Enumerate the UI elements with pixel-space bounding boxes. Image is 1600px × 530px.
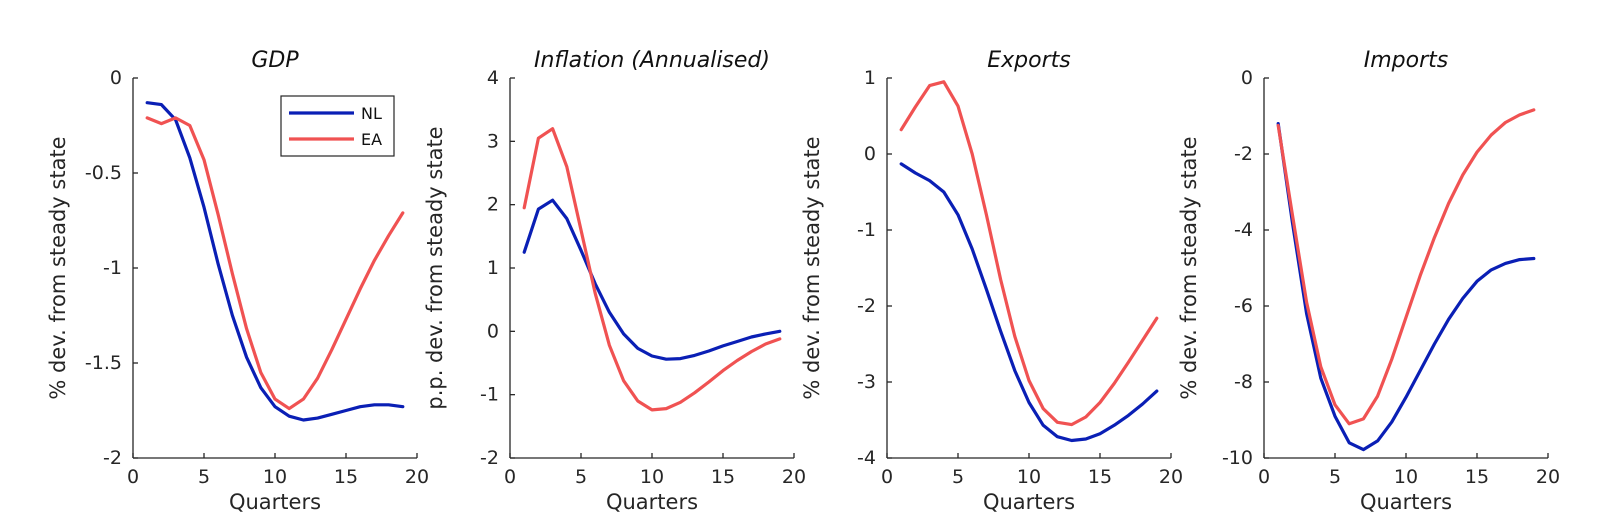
x-tick-label: 10	[640, 466, 664, 488]
y-tick-label: 2	[487, 194, 499, 216]
y-tick-label: -3	[857, 371, 876, 393]
y-axis-title: p.p. dev. from steady state	[423, 126, 447, 409]
panel-title: Inflation (Annualised)	[534, 48, 770, 73]
series-line-ea	[522, 127, 782, 412]
x-tick-label: 15	[711, 466, 735, 488]
y-tick-label: -4	[857, 447, 876, 469]
legend-box	[280, 95, 395, 157]
series-line-ea	[145, 116, 405, 411]
x-tick-label: 10	[1394, 466, 1418, 488]
y-tick-label: -1.5	[85, 352, 122, 374]
legend: NL EA	[280, 95, 395, 157]
panel-title: Exports	[987, 48, 1070, 73]
x-axis-title: Quarters	[983, 490, 1075, 514]
y-tick-label: 0	[487, 320, 499, 342]
y-axis-title: % dev. from steady state	[46, 136, 70, 399]
y-tick-label: 0	[1241, 67, 1253, 89]
x-tick-label: 20	[782, 466, 806, 488]
x-tick-label: 5	[952, 466, 964, 488]
series-line-ea	[899, 80, 1159, 427]
y-tick-label: -0.5	[85, 162, 122, 184]
x-tick-label: 10	[263, 466, 287, 488]
panel-exports: 0 5 10 15 20 -4 -3 -2 -1 0 1 Exports Quarters % dev. …	[800, 48, 1183, 514]
series-line-nl	[899, 162, 1159, 443]
x-tick-label: 15	[1088, 466, 1112, 488]
x-tick-label: 20	[405, 466, 429, 488]
y-tick-label: -8	[1234, 371, 1253, 393]
x-axis-title: Quarters	[229, 490, 321, 514]
y-axis-title: % dev. from steady state	[1177, 136, 1201, 399]
series-line-nl	[1276, 121, 1536, 452]
y-tick-label: -6	[1234, 295, 1253, 317]
y-tick-label: -10	[1222, 447, 1253, 469]
y-tick-label: 0	[110, 67, 122, 89]
panel-imports: 0 5 10 15 20 -10 -8 -6 -4 -2 0 Imports Quarters % dev…	[1177, 48, 1560, 514]
y-tick-label: -4	[1234, 219, 1253, 241]
x-tick-label: 5	[575, 466, 587, 488]
x-tick-label: 20	[1536, 466, 1560, 488]
legend-label-ea: EA	[361, 130, 382, 149]
x-axis-title: Quarters	[1360, 490, 1452, 514]
y-tick-label: -2	[857, 295, 876, 317]
x-tick-label: 5	[198, 466, 210, 488]
y-tick-label: 1	[864, 67, 876, 89]
series-line-nl	[522, 198, 782, 361]
y-tick-label: -1	[480, 384, 499, 406]
y-tick-label: -2	[1234, 143, 1253, 165]
panel-title: Imports	[1364, 48, 1448, 73]
x-axis-title: Quarters	[606, 490, 698, 514]
x-tick-label: 15	[1465, 466, 1489, 488]
x-tick-label: 0	[127, 466, 139, 488]
y-tick-label: 1	[487, 257, 499, 279]
series-line-nl	[145, 101, 405, 422]
y-tick-label: -1	[857, 219, 876, 241]
y-tick-label: 4	[487, 67, 499, 89]
y-tick-label: -2	[480, 447, 499, 469]
x-tick-label: 15	[334, 466, 358, 488]
y-tick-label: -1	[103, 257, 122, 279]
legend-label-nl: NL	[361, 104, 382, 123]
panel-inflation-annualised: 0 5 10 15 20 -2 -1 0 1 2 3 4 Inflation (Annualised) Q…	[423, 48, 806, 514]
x-tick-label: 10	[1017, 466, 1041, 488]
y-tick-label: 3	[487, 130, 499, 152]
series-line-ea	[1276, 108, 1536, 426]
y-axis-title: % dev. from steady state	[800, 136, 824, 399]
y-tick-label: 0	[864, 143, 876, 165]
y-tick-label: -2	[103, 447, 122, 469]
x-tick-label: 0	[1258, 466, 1270, 488]
x-tick-label: 5	[1329, 466, 1341, 488]
panel-gdp: 0 5 10 15 20 -2 -1.5 -1 -0.5 0 GDP Quarters % dev. f…	[46, 48, 429, 514]
x-tick-label: 0	[504, 466, 516, 488]
x-tick-label: 20	[1159, 466, 1183, 488]
panel-title: GDP	[251, 48, 299, 73]
x-tick-label: 0	[881, 466, 893, 488]
